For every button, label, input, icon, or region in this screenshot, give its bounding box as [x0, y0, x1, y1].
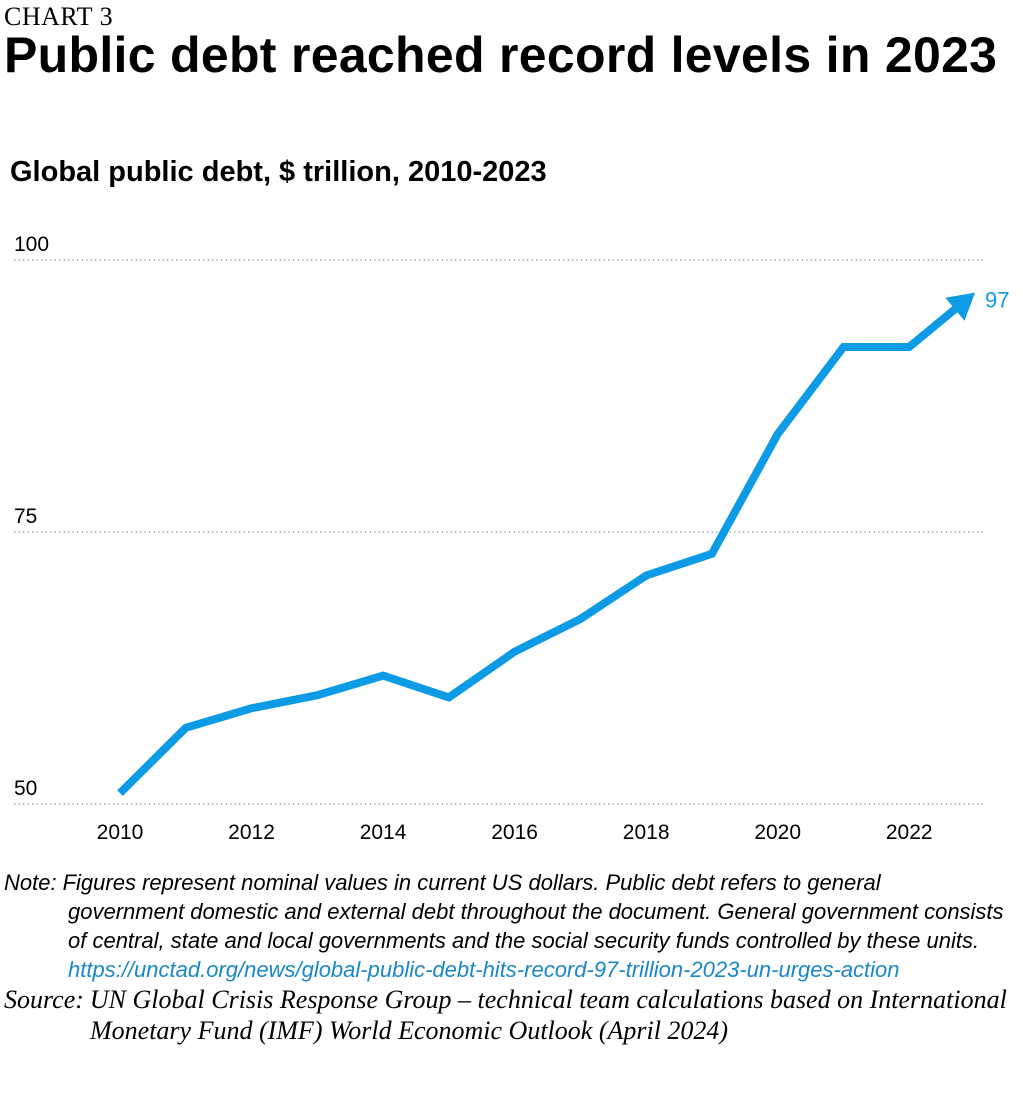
data-point-2021: [840, 343, 848, 351]
note-continuation: government domestic and external debt th…: [68, 899, 1004, 953]
chart-subtitle: Global public debt, $ trillion, 2010-202…: [10, 156, 547, 188]
note-label: Note:: [4, 870, 57, 895]
note-first-line: Note: Figures represent nominal values i…: [4, 868, 1016, 897]
data-point-2022: [905, 343, 913, 351]
data-point-2014: [379, 672, 387, 680]
source-first-line: Source: UN Global Crisis Response Group …: [4, 984, 1016, 1015]
x-tick-label: 2012: [228, 821, 275, 844]
series-end-arrow: [945, 292, 975, 321]
source-continuation: Monetary Fund (IMF) World Economic Outlo…: [90, 1016, 729, 1045]
data-point-2017: [576, 615, 584, 623]
x-axis-labels: 2010 2012 2014 2016 2018 2020 2022: [97, 821, 933, 844]
x-tick-label: 2014: [360, 821, 407, 844]
x-tick-label: 2022: [886, 821, 933, 844]
note-text: Figures represent nominal values in curr…: [62, 870, 881, 895]
grid-layer: [14, 259, 985, 805]
data-point-2012: [248, 704, 256, 712]
x-tick-label: 2020: [754, 821, 801, 844]
data-point-2019: [708, 550, 716, 558]
y-axis-labels: 50 75 100: [14, 233, 49, 800]
data-point-2020: [774, 430, 782, 438]
data-point-2023: [971, 289, 979, 297]
line-chart: 50 75 100 2010 2012 2014 2016 2018 2020 2022 97: [14, 233, 1009, 844]
y-tick-label: 100: [14, 233, 49, 256]
source-label: Source:: [4, 985, 84, 1014]
y-tick-label: 75: [14, 505, 37, 528]
notes-block: Note: Figures represent nominal values i…: [4, 868, 1016, 1046]
data-point-2011: [182, 724, 190, 732]
y-tick-label: 50: [14, 777, 37, 800]
chart-kicker: CHART 3: [4, 2, 114, 31]
data-point-2013: [313, 691, 321, 699]
source-text: UN Global Crisis Response Group – techni…: [89, 985, 1007, 1014]
data-point-2018: [642, 572, 650, 580]
source-block: Source: UN Global Crisis Response Group …: [4, 984, 1016, 1046]
series-line: [117, 304, 960, 796]
series-layer: 97: [116, 288, 1009, 797]
series-end-label: 97: [985, 288, 1009, 313]
x-tick-label: 2010: [97, 821, 144, 844]
source-link[interactable]: https://unctad.org/news/global-public-de…: [68, 957, 900, 982]
x-tick-label: 2018: [623, 821, 670, 844]
x-tick-label: 2016: [491, 821, 538, 844]
data-point-2015: [445, 693, 453, 701]
chart-title: Public debt reached record levels in 202…: [4, 27, 998, 83]
data-point-2010: [116, 789, 124, 797]
data-point-2016: [511, 648, 519, 656]
